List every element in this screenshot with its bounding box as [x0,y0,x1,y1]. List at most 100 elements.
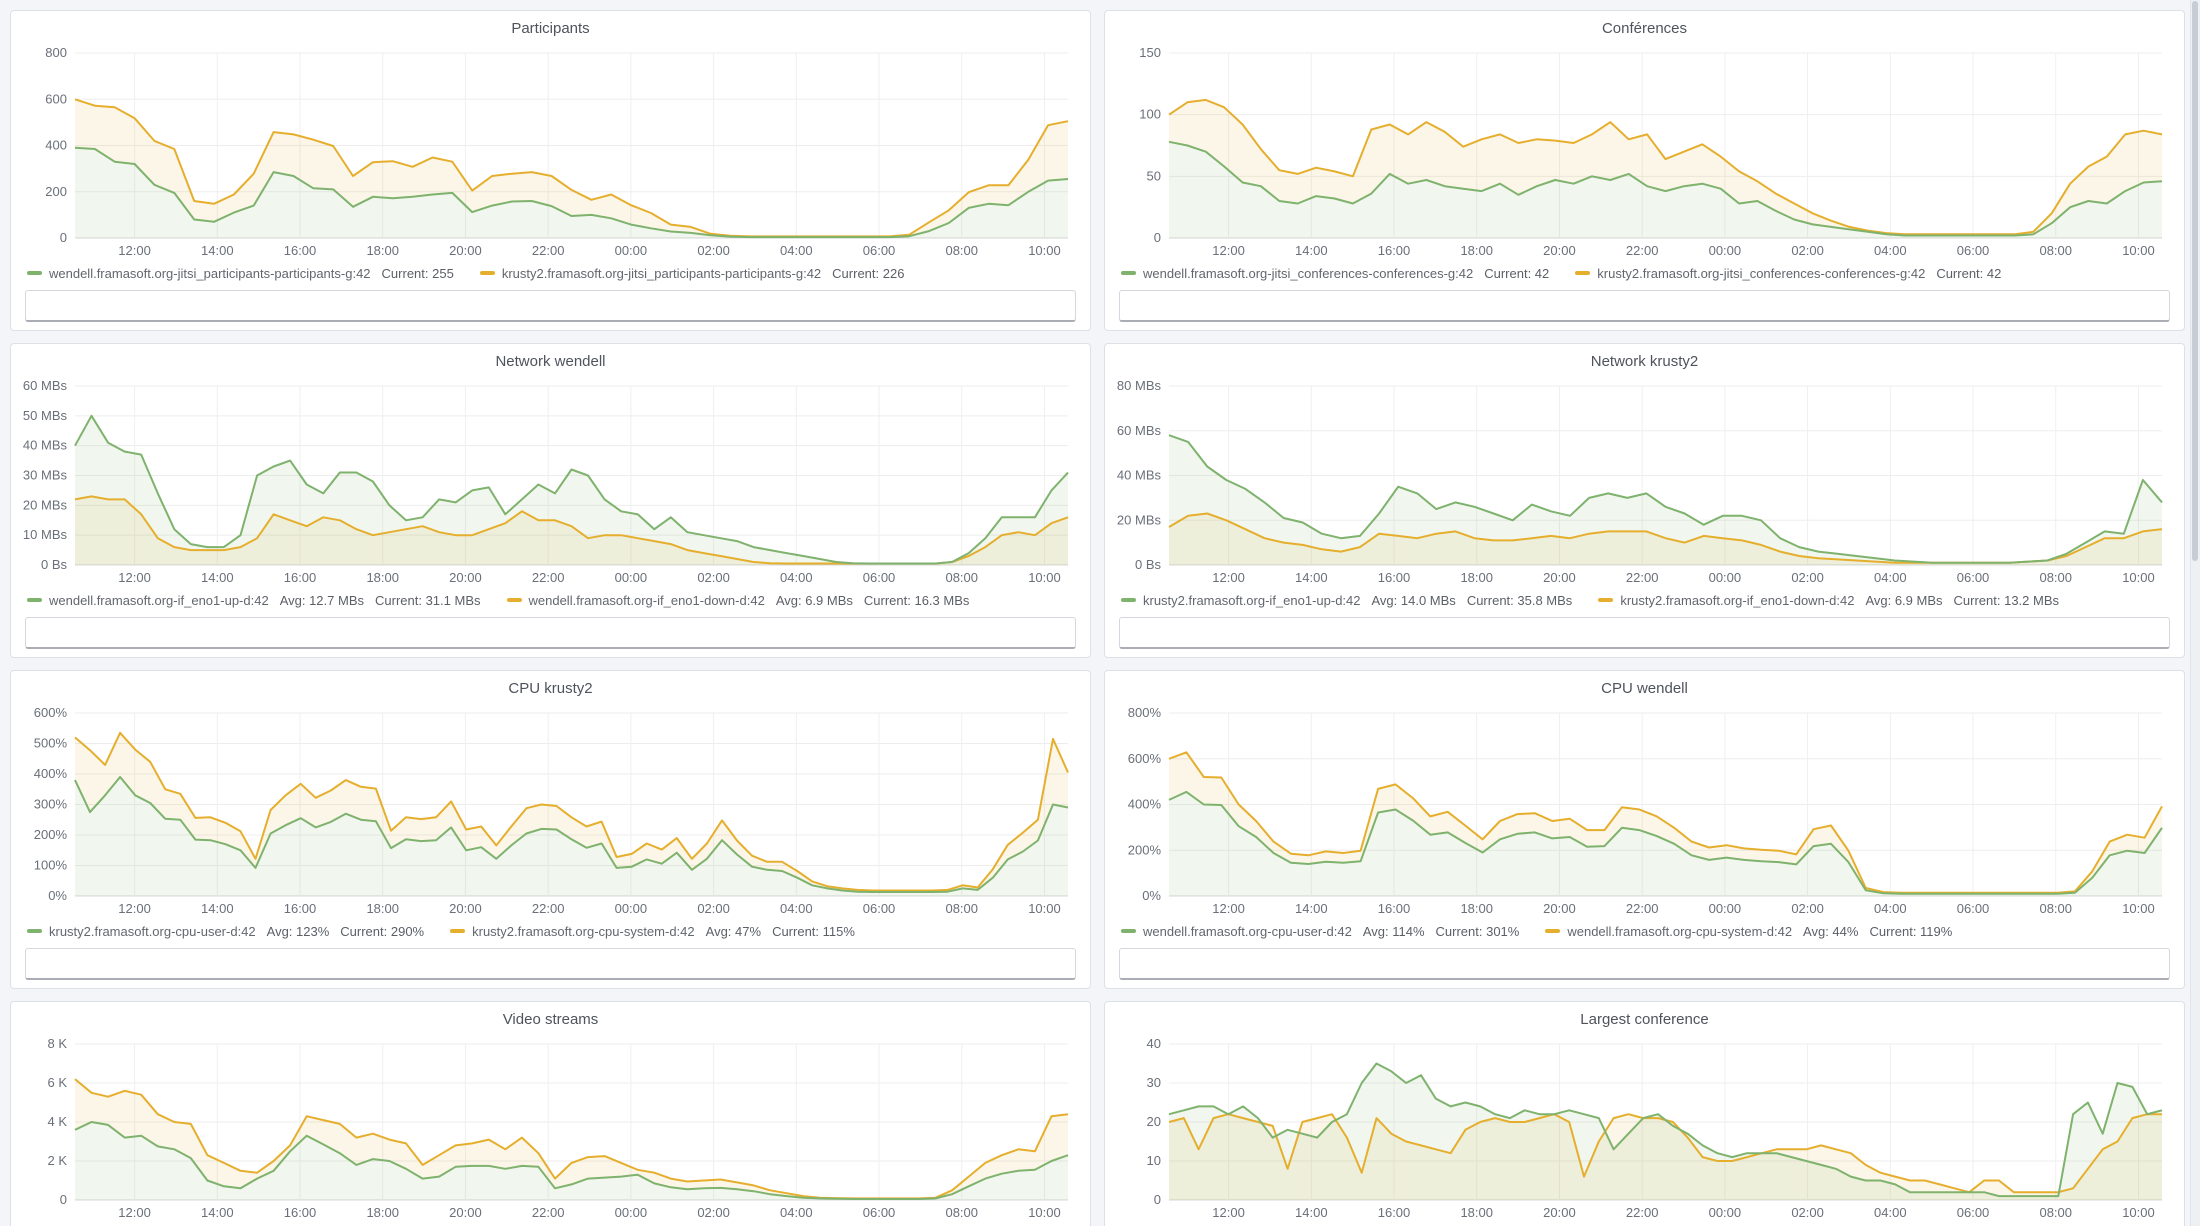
page-scrollbar[interactable] [2190,0,2200,1226]
y-axis-tick: 20 [1147,1114,1161,1129]
y-axis-tick: 800% [1128,705,1162,720]
x-axis-tick: 08:00 [2039,570,2072,585]
panel-title-cpu-krusty2[interactable]: CPU krusty2 [508,680,593,697]
x-axis-tick: 20:00 [1543,570,1576,585]
x-axis-tick: 04:00 [780,570,813,585]
series-area-green [1169,435,2162,565]
series-line-green[interactable] [1168,1062,2163,1198]
series-name: wendell.framasoft.org-jitsi_participants… [49,265,371,281]
x-axis-tick: 02:00 [697,243,730,258]
x-axis-tick: 20:00 [449,243,482,258]
series-line-green[interactable] [74,146,1069,239]
panel-title-largest-conference[interactable]: Largest conference [1580,1011,1709,1028]
series-color-swatch-icon [27,929,42,933]
x-axis-tick: 16:00 [284,243,317,258]
series-color-swatch-icon [1121,929,1136,933]
chart-conferences[interactable]: 150 100 50 0 12:00 14:00 16:00 18:00 20:00 22:00 0… [1115,41,2174,262]
chart-network-wendell[interactable]: 60 MBs 50 MBs 40 MBs 30 MBs 20 MBs 10 MBs 0 Bs… [21,374,1080,589]
legend-cpu-wendell: wendell.framasoft.org-cpu-user-d:42 Avg: … [1121,922,2174,940]
series-line-green[interactable] [1168,790,2163,895]
series-avg-value: Avg: 114% [1362,923,1425,939]
x-axis-tick: 22:00 [532,243,565,258]
page-scrollbar-thumb[interactable] [2192,1,2198,561]
y-axis-tick: 8 K [47,1036,67,1051]
x-axis-tick: 12:00 [118,570,151,585]
panel-title-network-wendell[interactable]: Network wendell [495,353,606,370]
series-avg-value: Avg: 47% [705,923,762,939]
chart-network-krusty2[interactable]: 80 MBs 60 MBs 40 MBs 20 MBs 0 Bs 12:00 14:00 16… [1115,374,2174,589]
x-axis-tick: 08:00 [945,243,978,258]
panel-largest-conference: Largest conference 40 30 20 10 0 12:00 14:00 16… [1104,1001,2185,1226]
series-area-yellow [1169,513,2162,565]
x-axis-tick: 04:00 [1874,243,1907,258]
legend-item[interactable]: krusty2.framasoft.org-cpu-system-d:42 Avg… [450,924,855,939]
x-axis-tick: 20:00 [1543,901,1576,916]
series-name: wendell.framasoft.org-cpu-user-d:42 [1143,923,1352,939]
y-axis-tick: 100% [34,858,68,873]
series-line-green[interactable] [74,776,1069,893]
legend-conferences: wendell.framasoft.org-jitsi_conferences-… [1121,264,2174,282]
series-line-green[interactable] [1168,140,2163,237]
x-axis-tick: 14:00 [201,1205,234,1220]
series-area-green [75,415,1068,565]
panel-footer-box [1119,290,2170,322]
legend-item[interactable]: wendell.framasoft.org-jitsi_conferences-… [1121,266,1549,281]
x-axis-tick: 10:00 [2122,570,2155,585]
chart-video-streams[interactable]: 8 K 6 K 4 K 2 K 0 12:00 14:00 16:00 18:00 20:00 22… [21,1032,1080,1224]
x-axis-tick: 02:00 [697,901,730,916]
legend-item[interactable]: wendell.framasoft.org-if_eno1-down-d:42 A… [506,592,970,608]
series-line-green[interactable] [74,414,1069,565]
x-axis-tick: 18:00 [366,243,399,258]
legend-item[interactable]: krusty2.framasoft.org-cpu-user-d:42 Avg: … [27,924,424,939]
y-axis-tick: 0 [60,230,67,245]
y-axis-tick: 0 [1154,230,1161,245]
series-current-value: Current: 16.3 MBs [863,592,970,608]
series-color-swatch-icon [479,271,495,275]
legend-item[interactable]: wendell.framasoft.org-jitsi_participants… [27,266,454,281]
panel-title-cpu-wendell[interactable]: CPU wendell [1601,680,1688,697]
x-axis-tick: 20:00 [449,901,482,916]
x-axis-tick: 08:00 [2039,1205,2072,1220]
legend-item[interactable]: krusty2.framasoft.org-jitsi_conferences-… [1575,266,2001,281]
legend-item[interactable]: wendell.framasoft.org-cpu-system-d:42 Avg… [1545,924,1952,939]
x-axis-tick: 20:00 [449,1205,482,1220]
panel-title-video-streams[interactable]: Video streams [502,1011,599,1028]
x-axis-tick: 22:00 [532,901,565,916]
series-area-yellow [75,1079,1068,1199]
x-axis-tick: 14:00 [201,243,234,258]
x-axis-tick: 08:00 [945,1205,978,1220]
panel-participants: Participants 800 600 400 200 0 12:00 14:00 16:0… [10,10,1091,331]
x-axis-tick: 06:00 [1957,1205,1990,1220]
x-axis-tick: 22:00 [532,570,565,585]
series-line-green[interactable] [74,1121,1069,1200]
panel-footer-box [1119,617,2170,649]
chart-participants[interactable]: 800 600 400 200 0 12:00 14:00 16:00 18:00 20:00 22… [21,41,1080,262]
series-line-yellow[interactable] [1168,98,2163,236]
chart-cpu-wendell[interactable]: 800% 600% 400% 200% 0% 12:00 14:00 16:00 18:00 20… [1115,701,2174,920]
series-current-value: Current: 255 [381,265,454,281]
panel-title-participants[interactable]: Participants [511,20,590,37]
panel-title-conferences[interactable]: Conférences [1601,20,1688,37]
legend-item[interactable]: krusty2.framasoft.org-if_eno1-down-d:42 A… [1598,593,2059,608]
x-axis-tick: 12:00 [118,901,151,916]
series-line-green[interactable] [1168,434,2163,564]
series-color-swatch-icon [1575,271,1591,275]
panel-title-network-krusty2[interactable]: Network krusty2 [1590,353,1699,370]
series-area-yellow [75,99,1068,238]
panel-cpu-wendell: CPU wendell 800% 600% 400% 200% 0% 12:00 14:00… [1104,670,2185,989]
series-current-value: Current: 31.1 MBs [375,592,481,608]
series-current-value: Current: 35.8 MBs [1466,592,1573,608]
chart-cpu-krusty2[interactable]: 600% 500% 400% 300% 200% 100% 0% 12:00 14:00 16:0… [21,701,1080,920]
legend-item[interactable]: wendell.framasoft.org-cpu-user-d:42 Avg: … [1121,924,1519,939]
series-avg-value: Avg: 6.9 MBs [775,592,853,608]
legend-item[interactable]: wendell.framasoft.org-if_eno1-up-d:42 Avg… [27,593,481,608]
chart-largest-conference[interactable]: 40 30 20 10 0 12:00 14:00 16:00 18:00 20:00 22:00 0… [1115,1032,2174,1224]
x-axis-tick: 22:00 [1626,243,1659,258]
legend-network-krusty2: krusty2.framasoft.org-if_eno1-up-d:42 Avg… [1121,591,2174,609]
legend-item[interactable]: krusty2.framasoft.org-if_eno1-up-d:42 Avg… [1121,593,1572,608]
series-line-yellow[interactable] [74,98,1069,238]
series-area-yellow [1169,1114,2162,1200]
series-line-yellow[interactable] [74,731,1069,892]
legend-item[interactable]: krusty2.framasoft.org-jitsi_participants… [479,266,904,281]
x-axis-tick: 16:00 [284,901,317,916]
